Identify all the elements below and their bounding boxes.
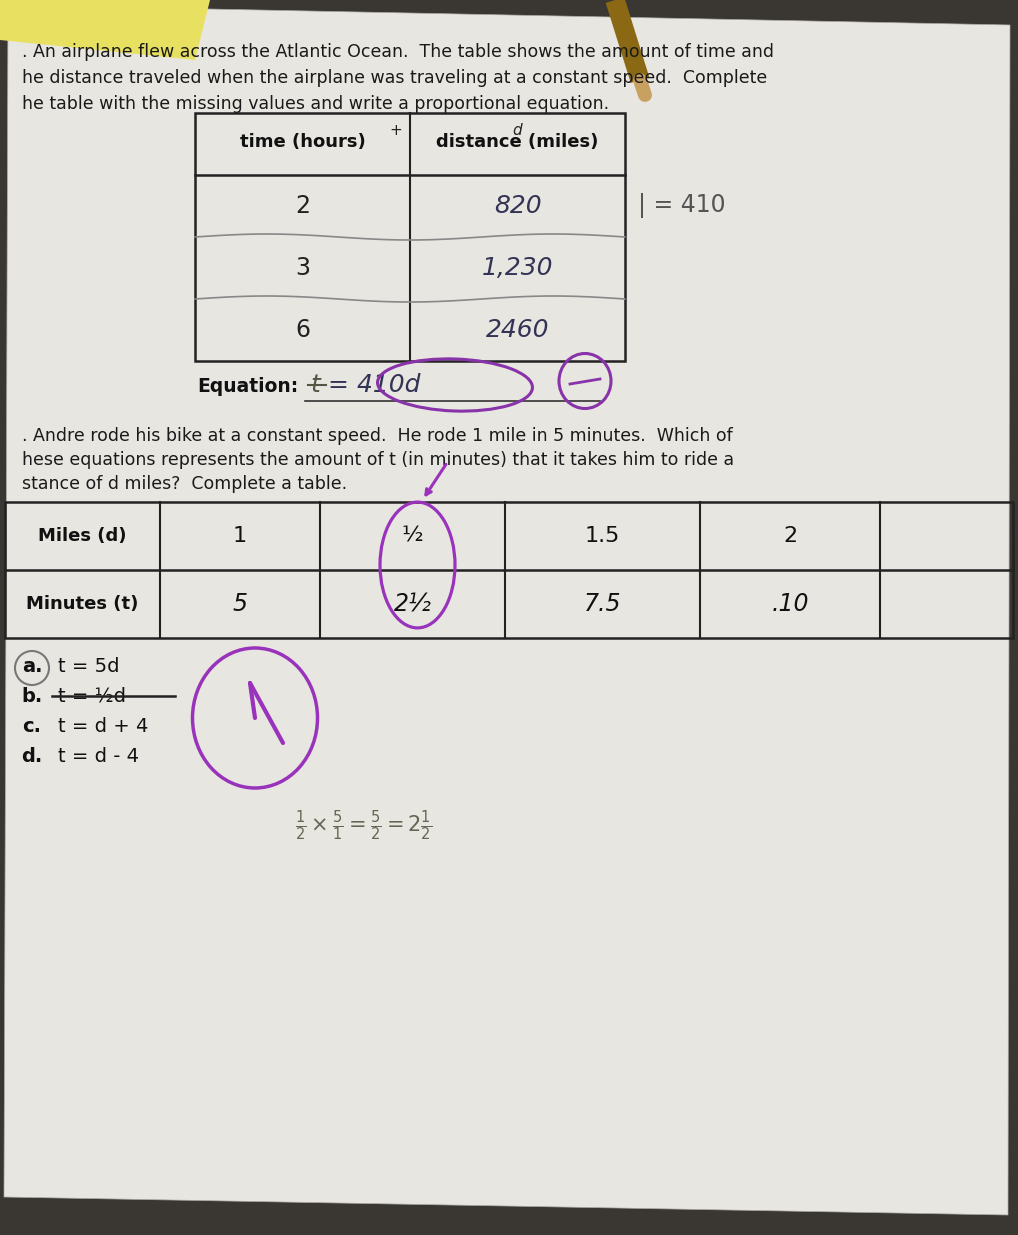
Text: . Andre rode his bike at a constant speed.  He rode 1 mile in 5 minutes.  Which : . Andre rode his bike at a constant spee… xyxy=(22,427,733,445)
Text: he distance traveled when the airplane was traveling at a constant speed.  Compl: he distance traveled when the airplane w… xyxy=(22,69,768,86)
Text: 2½: 2½ xyxy=(394,592,432,616)
Text: t = d + 4: t = d + 4 xyxy=(58,716,149,736)
Text: b.: b. xyxy=(21,687,43,705)
Bar xyxy=(5,501,1013,638)
Text: stance of d miles?  Complete a table.: stance of d miles? Complete a table. xyxy=(22,475,347,493)
Text: 1,230: 1,230 xyxy=(482,256,553,280)
Text: Equation:: Equation: xyxy=(197,378,298,396)
Text: 1: 1 xyxy=(233,526,247,546)
Text: Minutes (t): Minutes (t) xyxy=(26,595,138,613)
Polygon shape xyxy=(4,5,1010,1215)
Text: 2460: 2460 xyxy=(486,317,550,342)
Text: d.: d. xyxy=(21,746,43,766)
Text: ½: ½ xyxy=(402,526,423,546)
Text: t = ½d: t = ½d xyxy=(58,687,126,705)
Text: 6: 6 xyxy=(295,317,310,342)
Text: time (hours): time (hours) xyxy=(239,133,365,151)
Text: 3: 3 xyxy=(295,256,310,280)
Text: t: t xyxy=(310,373,320,396)
Text: he table with the missing values and write a proportional equation.: he table with the missing values and wri… xyxy=(22,95,609,112)
Text: 1.5: 1.5 xyxy=(584,526,620,546)
Text: 5: 5 xyxy=(232,592,247,616)
Text: 7.5: 7.5 xyxy=(583,592,621,616)
Text: | = 410: | = 410 xyxy=(638,194,726,219)
Text: .10: .10 xyxy=(772,592,808,616)
Text: a.: a. xyxy=(21,657,43,676)
Text: = 410d: = 410d xyxy=(328,373,420,396)
Text: . An airplane flew across the Atlantic Ocean.  The table shows the amount of tim: . An airplane flew across the Atlantic O… xyxy=(22,43,774,61)
Text: 820: 820 xyxy=(494,194,542,219)
Text: Miles (d): Miles (d) xyxy=(39,527,127,545)
Text: hese equations represents the amount of t (in minutes) that it takes him to ride: hese equations represents the amount of … xyxy=(22,451,734,469)
Text: c.: c. xyxy=(22,716,42,736)
Text: t = d - 4: t = d - 4 xyxy=(58,746,139,766)
Bar xyxy=(195,112,625,361)
Text: distance (miles): distance (miles) xyxy=(437,133,599,151)
Text: $\frac{1}{2} \times \frac{5}{1} = \frac{5}{2} = 2\frac{1}{2}$: $\frac{1}{2} \times \frac{5}{1} = \frac{… xyxy=(295,809,433,844)
Text: 2: 2 xyxy=(295,194,310,219)
Polygon shape xyxy=(0,0,210,61)
Text: 2: 2 xyxy=(783,526,797,546)
Text: d: d xyxy=(513,124,522,138)
Text: +: + xyxy=(389,124,402,138)
Text: t = 5d: t = 5d xyxy=(58,657,119,676)
